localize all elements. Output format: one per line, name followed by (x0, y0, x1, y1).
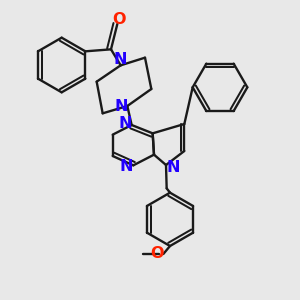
Text: O: O (112, 12, 126, 27)
Text: N: N (114, 52, 128, 67)
Text: N: N (167, 160, 180, 175)
Text: N: N (118, 116, 132, 131)
Text: N: N (120, 159, 134, 174)
Text: N: N (115, 99, 128, 114)
Text: O: O (151, 246, 164, 261)
